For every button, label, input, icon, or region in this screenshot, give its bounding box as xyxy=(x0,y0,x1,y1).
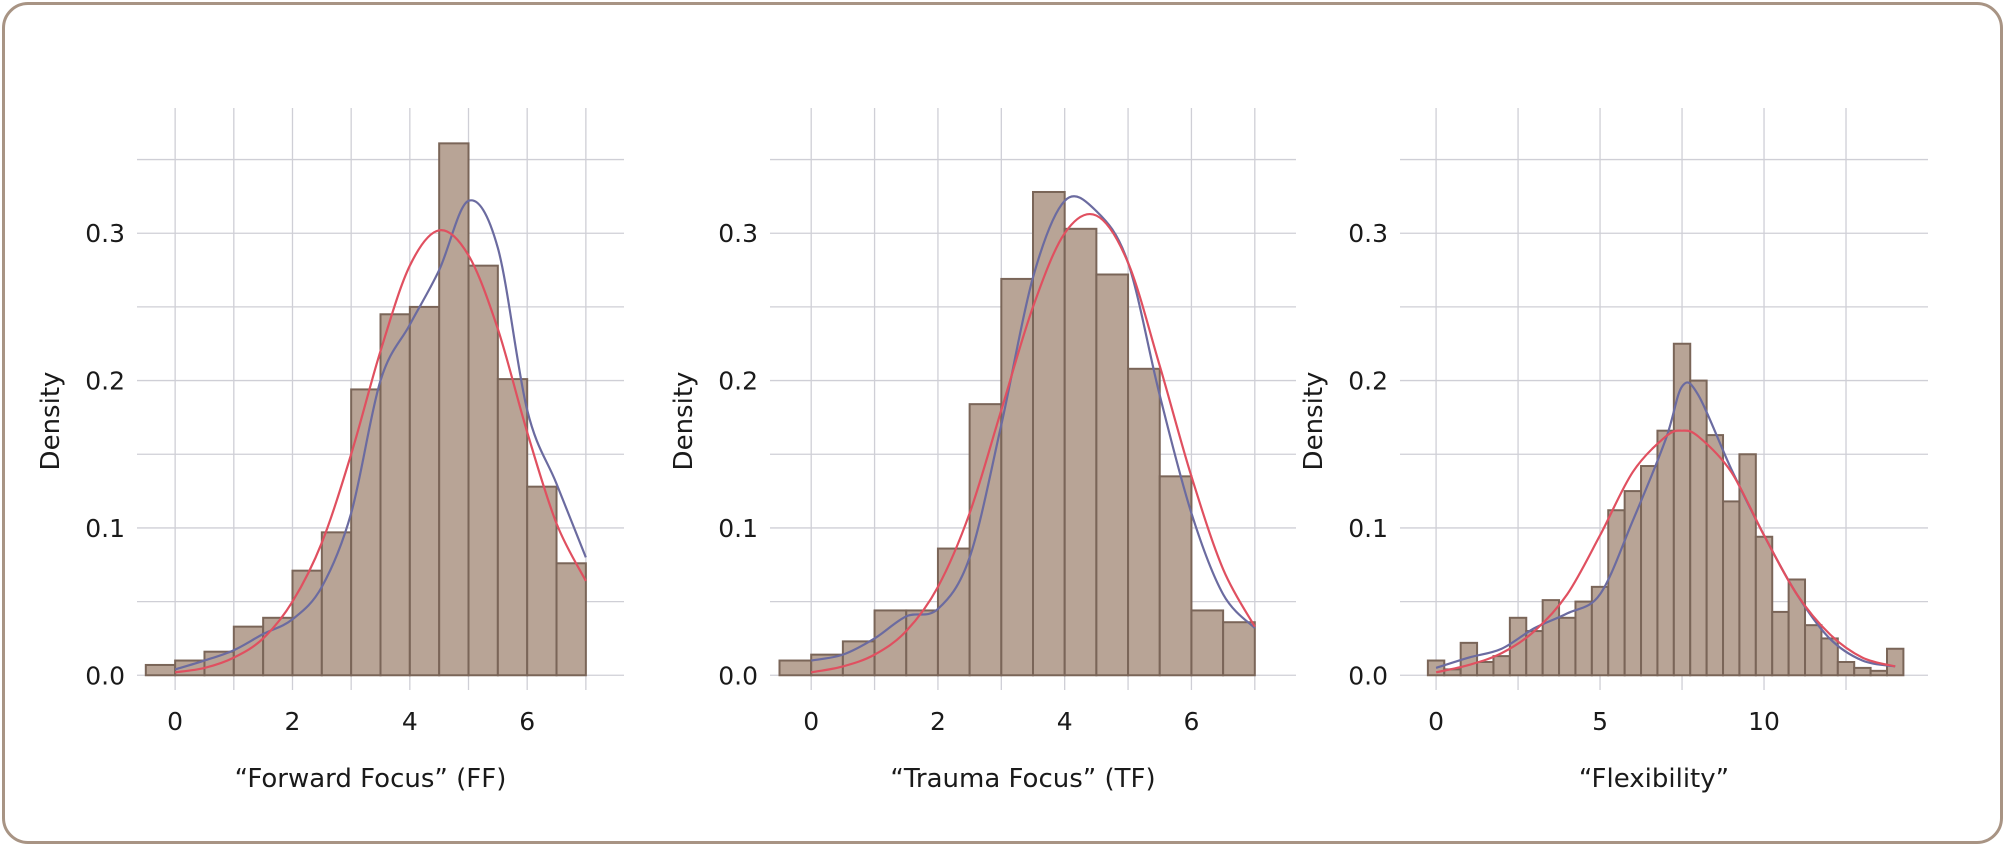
histogram-bar xyxy=(350,388,382,677)
y-axis-title: Density xyxy=(1299,372,1329,471)
histogram-bar xyxy=(1222,621,1256,677)
histogram-bar xyxy=(1158,475,1193,677)
histogram-bar xyxy=(291,569,323,677)
y-tick-label: 0.1 xyxy=(85,514,125,543)
histogram-bar xyxy=(1574,600,1593,677)
histogram-bar xyxy=(1771,610,1790,677)
histogram-bar xyxy=(526,485,558,677)
y-tick-label: 0.0 xyxy=(1348,661,1388,690)
x-tick-label: 6 xyxy=(519,707,535,736)
histogram-bar xyxy=(1689,379,1708,677)
y-tick-label: 0.3 xyxy=(718,219,758,248)
x-axis-title: “Flexibility” xyxy=(1579,764,1729,794)
y-tick-label: 0.0 xyxy=(85,661,125,690)
histogram-bars xyxy=(144,142,587,677)
y-tick-label: 0.1 xyxy=(1348,514,1388,543)
histogram-bar xyxy=(1869,669,1889,677)
x-axis-title: “Trauma Focus” (TF) xyxy=(890,764,1155,794)
histogram-bars xyxy=(1426,342,1905,677)
histogram-bar xyxy=(555,562,587,677)
histogram-bar xyxy=(1063,227,1098,677)
normal-fit-curve xyxy=(1435,429,1896,674)
chart-panel-3: 0 5 10 0.0 0.1 0.2 0.3 “Flexibility” Density xyxy=(1299,108,1928,794)
histogram-bar xyxy=(1738,453,1757,677)
y-tick-label: 0.3 xyxy=(1348,219,1388,248)
histogram-bar xyxy=(1722,500,1741,677)
x-tick-label: 2 xyxy=(285,707,301,736)
histogram-bar xyxy=(1754,535,1774,677)
histogram-bar xyxy=(1836,661,1856,677)
histogram-bar xyxy=(408,305,441,677)
y-tick-label: 0.0 xyxy=(718,661,758,690)
x-tick-label: 4 xyxy=(1057,707,1073,736)
histogram-bars xyxy=(778,190,1256,677)
histogram-bar xyxy=(1705,434,1725,677)
x-tick-label: 0 xyxy=(803,707,819,736)
histogram-bar xyxy=(1032,190,1066,677)
x-tick-label: 2 xyxy=(930,707,946,736)
x-tick-label: 10 xyxy=(1748,707,1780,736)
histogram-bar xyxy=(905,609,939,677)
x-tick-label: 6 xyxy=(1183,707,1199,736)
histogram-bar xyxy=(438,142,470,677)
x-tick-label: 5 xyxy=(1592,707,1608,736)
y-tick-label: 0.1 xyxy=(718,514,758,543)
y-tick-label: 0.3 xyxy=(85,219,125,248)
histogram-bar xyxy=(1804,624,1823,677)
y-tick-label: 0.2 xyxy=(1348,367,1388,396)
histogram-bar xyxy=(1476,661,1495,677)
normal-fit-curve xyxy=(810,213,1256,674)
y-tick-label: 0.2 xyxy=(718,367,758,396)
histogram-bar xyxy=(1656,429,1675,677)
histogram-bar xyxy=(1127,367,1161,677)
x-tick-label: 4 xyxy=(402,707,418,736)
histogram-bar xyxy=(1492,655,1511,677)
x-tick-label: 0 xyxy=(1428,707,1444,736)
chart-panel-1: 0 2 4 6 0.0 0.1 0.2 0.3 “Forward Focus” (FF) Dens… xyxy=(36,108,624,794)
histogram-bar xyxy=(1672,342,1692,677)
histogram-bar xyxy=(1886,647,1905,677)
histogram-bar xyxy=(1607,509,1626,677)
histogram-bar xyxy=(1558,616,1577,677)
kde-curve xyxy=(810,195,1256,662)
x-axis-title: “Forward Focus” (FF) xyxy=(235,764,507,794)
histogram-bar xyxy=(232,625,265,677)
histogram-bar xyxy=(1525,630,1544,677)
histogram-bar xyxy=(778,659,813,677)
chart-panel-2: 0 2 4 6 0.0 0.1 0.2 0.3 “Trauma Focus” (TF) Densi… xyxy=(669,108,1296,794)
y-axis-title: Density xyxy=(36,372,66,471)
histogram-bar xyxy=(496,378,529,677)
histogram-bar xyxy=(144,663,177,677)
histogram-bar xyxy=(1095,273,1130,677)
histogram-bar xyxy=(379,313,411,677)
histogram-bar xyxy=(1000,277,1034,677)
x-tick-label: 0 xyxy=(167,707,183,736)
histogram-bar xyxy=(1190,609,1225,677)
y-tick-label: 0.2 xyxy=(85,367,125,396)
histogram-bar xyxy=(1853,666,1872,677)
normal-fit-curve xyxy=(174,229,587,674)
kde-curve xyxy=(174,199,587,671)
y-axis-title: Density xyxy=(669,372,699,471)
histogram-bar xyxy=(1541,599,1561,677)
histogram-bar xyxy=(467,264,499,677)
